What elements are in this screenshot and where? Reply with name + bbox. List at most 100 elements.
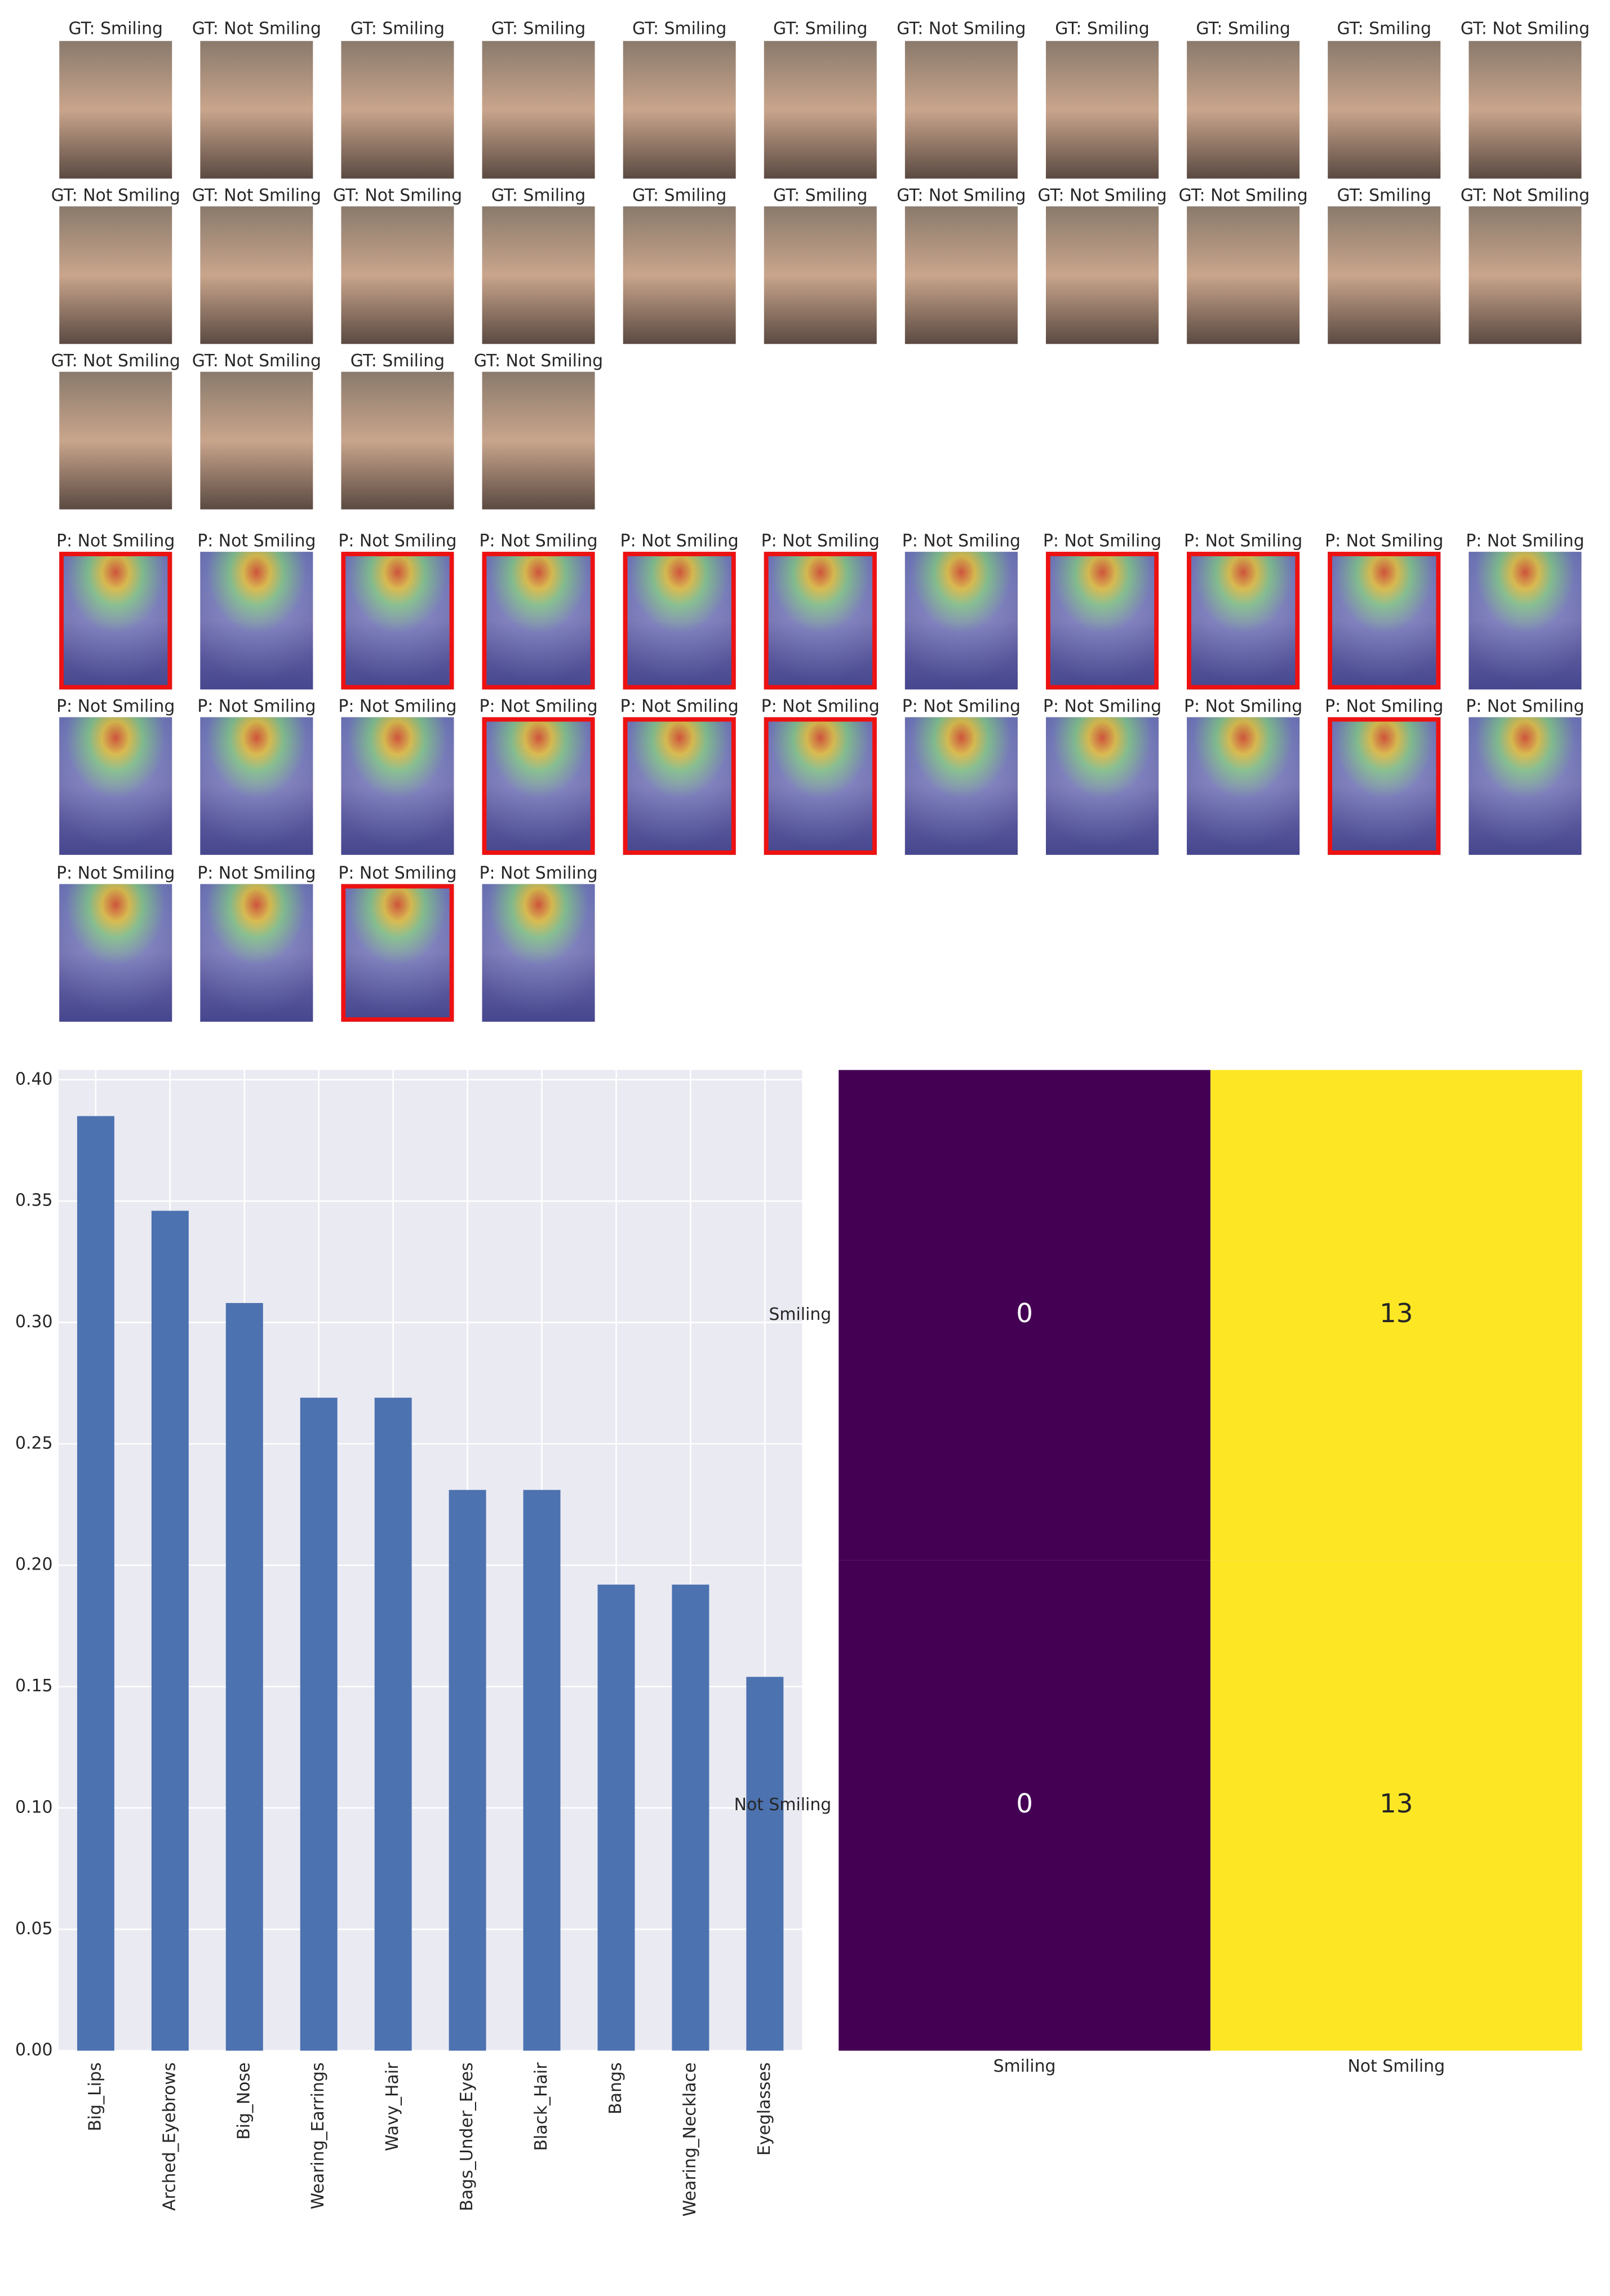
attention-overlay: [764, 552, 877, 690]
ground-truth-label: GT: Smiling: [1055, 19, 1149, 38]
ground-truth-label: GT: Smiling: [491, 19, 586, 38]
prediction-label: P: Not Smiling: [1466, 697, 1584, 716]
attention-overlay: [1046, 552, 1159, 690]
prediction-label: P: Not Smiling: [479, 531, 597, 551]
prediction-label: P: Not Smiling: [1184, 531, 1302, 551]
y-tick-label: 0.35: [15, 1191, 52, 1211]
x-tick-label: Wearing_Necklace: [680, 2062, 700, 2217]
bar: [746, 1677, 784, 2051]
ground-truth-label: GT: Not Smiling: [51, 351, 180, 371]
face-image: [200, 371, 313, 509]
attention-overlay: [341, 717, 454, 855]
ground-truth-label: GT: Not Smiling: [192, 19, 321, 38]
prediction-label: P: Not Smiling: [1325, 697, 1443, 716]
ground-truth-label: GT: Smiling: [491, 186, 586, 206]
bar: [77, 1116, 114, 2051]
attention-overlay: [1328, 717, 1441, 855]
attention-overlay: [59, 552, 172, 690]
prediction-label: P: Not Smiling: [902, 697, 1021, 716]
ground-truth-label: GT: Not Smiling: [897, 19, 1026, 38]
ground-truth-label: GT: Smiling: [632, 186, 726, 206]
face-image: [341, 41, 454, 179]
prediction-label: P: Not Smiling: [56, 697, 175, 716]
attention-overlay: [200, 552, 313, 690]
ground-truth-label: GT: Not Smiling: [192, 186, 321, 206]
prediction-label: P: Not Smiling: [1043, 697, 1161, 716]
heatmap-cell: [839, 1560, 1210, 2051]
attention-overlay: [341, 884, 454, 1022]
face-image: [1469, 41, 1582, 179]
attention-overlay: [1469, 552, 1582, 690]
misclassified-border: [482, 717, 595, 855]
face-image: [200, 206, 313, 344]
heatmap-cell: [839, 1070, 1210, 1561]
attention-overlay: [1469, 717, 1582, 855]
prediction-label: P: Not Smiling: [902, 531, 1021, 551]
misclassified-border: [482, 552, 595, 690]
face-image: [623, 41, 736, 179]
ground-truth-label: GT: Not Smiling: [897, 186, 1026, 206]
y-tick-label: 0.10: [15, 1797, 52, 1817]
y-tick-label: Not Smiling: [734, 1795, 832, 1815]
face-image: [764, 206, 877, 344]
attention-overlay: [1187, 717, 1300, 855]
x-tick-label: Not Smiling: [1347, 2056, 1445, 2076]
face-image: [764, 41, 877, 179]
bar: [300, 1398, 338, 2051]
ground-truth-label: GT: Not Smiling: [1461, 186, 1590, 206]
face-image: [904, 41, 1018, 179]
prediction-label: P: Not Smiling: [1043, 531, 1161, 551]
attention-overlay: [1046, 717, 1159, 855]
y-tick-label: 0.05: [15, 1919, 52, 1939]
x-tick-label: Wavy_Hair: [383, 2062, 402, 2151]
bar: [151, 1211, 189, 2051]
ground-truth-label: GT: Smiling: [69, 19, 163, 38]
face-image: [1469, 206, 1582, 344]
bar: [597, 1584, 635, 2051]
face-image: [482, 41, 595, 179]
prediction-label: P: Not Smiling: [338, 697, 456, 716]
y-tick-label: 0.20: [15, 1555, 52, 1575]
y-tick-label: 0.25: [15, 1433, 52, 1453]
face-image: [623, 206, 736, 344]
prediction-label: P: Not Smiling: [197, 531, 316, 551]
misclassified-border: [1187, 552, 1300, 690]
attention-overlay: [200, 717, 313, 855]
misclassified-border: [1046, 552, 1159, 690]
prediction-label: P: Not Smiling: [1184, 697, 1302, 716]
attention-overlay: [59, 717, 172, 855]
prediction-label: P: Not Smiling: [1325, 531, 1443, 551]
prediction-label: P: Not Smiling: [197, 697, 316, 716]
prediction-label: P: Not Smiling: [620, 697, 739, 716]
attention-overlay: [623, 717, 736, 855]
bar: [225, 1303, 263, 2051]
cell-annotation: 0: [1016, 1298, 1033, 1329]
prediction-label: P: Not Smiling: [56, 531, 175, 551]
attention-overlay: [904, 717, 1018, 855]
x-tick-label: Wearing_Earrings: [308, 2062, 328, 2209]
cell-annotation: 0: [1016, 1789, 1033, 1819]
prediction-label: P: Not Smiling: [1466, 531, 1584, 551]
face-image: [1187, 41, 1300, 179]
face-image: [341, 371, 454, 509]
x-tick-label: Black_Hair: [531, 2062, 551, 2151]
y-tick-label: 0.15: [15, 1676, 52, 1696]
attention-overlay: [341, 552, 454, 690]
prediction-label: P: Not Smiling: [197, 863, 316, 883]
x-tick-label: Bangs: [606, 2062, 626, 2114]
bar: [672, 1584, 709, 2051]
x-tick-label: Smiling: [994, 2056, 1056, 2076]
misclassified-border: [623, 717, 736, 855]
ground-truth-label: GT: Not Smiling: [333, 186, 462, 206]
face-image: [1187, 206, 1300, 344]
ground-truth-label: GT: Smiling: [773, 19, 867, 38]
ground-truth-label: GT: Not Smiling: [1037, 186, 1167, 206]
bar: [374, 1398, 412, 2051]
ground-truth-label: GT: Not Smiling: [474, 351, 603, 371]
misclassified-border: [764, 552, 877, 690]
prediction-label: P: Not Smiling: [761, 697, 880, 716]
heatmap-cell: [1210, 1070, 1582, 1561]
face-image: [341, 206, 454, 344]
